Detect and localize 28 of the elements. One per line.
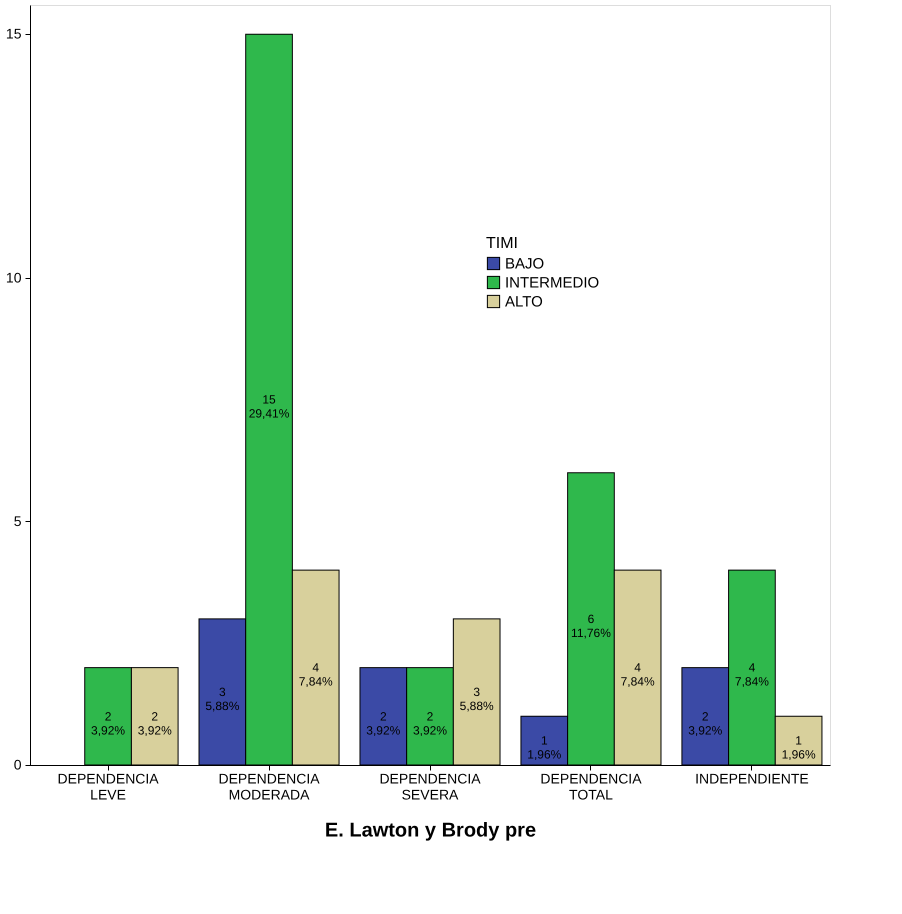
data-label: 1 1,96% — [782, 734, 816, 762]
y-tick-label: 10 — [6, 269, 22, 286]
data-label: 3 5,88% — [460, 684, 494, 713]
data-label: 2 3,92% — [138, 709, 172, 738]
data-label: 2 3,92% — [91, 709, 126, 738]
data-label: 4 7,84% — [298, 660, 334, 689]
data-label: 15 29,41% — [248, 392, 290, 421]
x-tick-label: DEPENDENCIA TOTAL — [540, 770, 642, 802]
x-tick-label: DEPENDENCIA SEVERA — [379, 770, 482, 802]
data-label: 3 5,88% — [205, 684, 240, 713]
x-tick-label: DEPENDENCIA LEVE — [58, 770, 160, 802]
y-tick-label: 0 — [14, 756, 22, 772]
data-label: 2 3,92% — [366, 709, 401, 738]
data-label: 4 7,84% — [734, 660, 770, 689]
x-tick-label: INDEPENDIENTE — [695, 770, 809, 786]
y-tick-label: 5 — [14, 512, 22, 529]
y-tick-label: 15 — [6, 26, 22, 42]
x-axis-title: E. Lawton y Brody pre — [324, 820, 536, 842]
data-label: 4 7,84% — [620, 660, 655, 689]
legend-title: TIMI — [486, 235, 518, 252]
data-label: 6 11,76% — [571, 612, 612, 640]
data-label: 1 1,96% — [527, 734, 562, 762]
legend-label: INTERMEDIO — [505, 274, 600, 292]
data-label: 2 3,92% — [688, 709, 723, 738]
x-tick-label: DEPENDENCIA MODERADA — [218, 770, 320, 802]
legend-label: BAJO — [505, 256, 544, 272]
legend-label: ALTO — [505, 294, 543, 310]
data-label: 2 3,92% — [412, 709, 448, 738]
